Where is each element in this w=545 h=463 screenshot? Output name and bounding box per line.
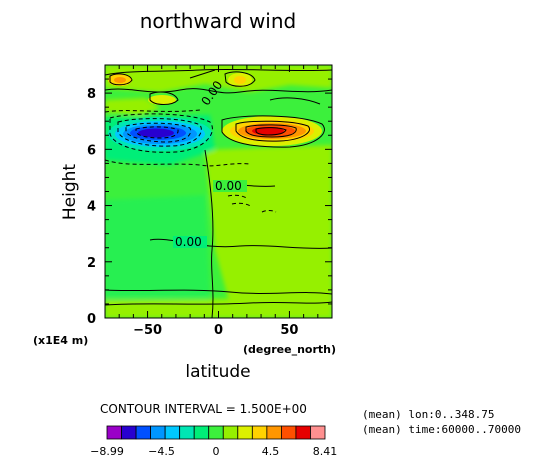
x-tick-label: 50 bbox=[280, 323, 298, 338]
field-region-teal-2 bbox=[105, 195, 210, 300]
contour-interval: CONTOUR INTERVAL = 1.500E+00 bbox=[100, 402, 307, 416]
colorbar-swatch bbox=[251, 425, 268, 440]
colorbar-swatch bbox=[310, 425, 326, 440]
colorbar-swatch bbox=[150, 425, 166, 440]
contour-label-1: 0.00 bbox=[215, 179, 242, 193]
colorbar-tick-label: −8.99 bbox=[90, 445, 124, 458]
colorbar-swatch bbox=[222, 425, 239, 440]
field-spot-top-left-core bbox=[114, 77, 126, 83]
colorbar-tick-label: −4.5 bbox=[148, 445, 175, 458]
colorbar-swatch bbox=[179, 425, 195, 440]
colorbar-swatch bbox=[121, 425, 137, 440]
colorbar-swatch bbox=[135, 425, 151, 440]
colorbar-tick-label: 4.5 bbox=[262, 445, 280, 458]
y-tick-label: 0 bbox=[87, 312, 96, 327]
colorbar-tick-labels: −8.99 −4.5 0 4.5 8.41 bbox=[90, 445, 337, 458]
colorbar-swatch bbox=[208, 425, 224, 440]
field-minimum bbox=[108, 117, 212, 151]
contours-dashed bbox=[105, 109, 277, 213]
x-axis-unit: (degree_north) bbox=[243, 343, 336, 356]
field-spot-upper-left bbox=[148, 95, 176, 105]
y-tick-label: 8 bbox=[87, 87, 96, 102]
colorbar-swatch bbox=[266, 425, 282, 440]
y-axis-label: Height bbox=[60, 164, 80, 221]
plot-area: 0.00 0.00 0.00 bbox=[105, 65, 332, 318]
y-tick-labels: 0 2 4 6 8 bbox=[87, 87, 96, 327]
field-region-light-1 bbox=[105, 65, 332, 92]
colorbar-tick-label: 8.41 bbox=[313, 445, 338, 458]
note-time: (mean) time:60000..70000 bbox=[362, 423, 521, 436]
colorbar bbox=[106, 425, 326, 440]
y-tick-label: 2 bbox=[87, 256, 96, 271]
contours-solid bbox=[105, 68, 332, 318]
x-tick-label: 0 bbox=[214, 323, 223, 338]
contour-label-2: 0.00 bbox=[175, 235, 202, 249]
x-tick-labels: −50 0 50 bbox=[133, 323, 298, 338]
field-region-light-4 bbox=[105, 98, 160, 115]
x-tick-label: −50 bbox=[133, 323, 162, 338]
y-axis-unit: (x1E4 m) bbox=[33, 334, 88, 347]
colorbar-swatch bbox=[193, 425, 210, 440]
y-tick-label: 4 bbox=[87, 200, 96, 215]
axis-ticks bbox=[105, 65, 332, 318]
field-spot-top-mid-core bbox=[234, 76, 246, 84]
colorbar-swatch bbox=[280, 425, 297, 440]
colorbar-swatch bbox=[164, 425, 181, 440]
y-tick-label: 6 bbox=[87, 143, 96, 158]
x-axis-label: latitude bbox=[185, 362, 250, 382]
field-region-light-2 bbox=[205, 145, 332, 305]
colorbar-tick-label: 0 bbox=[213, 445, 220, 458]
colorbar-swatch bbox=[237, 425, 253, 440]
colorbar-swatch bbox=[295, 425, 311, 440]
colorbar-swatch bbox=[106, 425, 122, 440]
note-lon: (mean) lon:0..348.75 bbox=[362, 408, 494, 421]
chart-title: northward wind bbox=[140, 9, 296, 33]
field-region-light-3 bbox=[105, 298, 332, 318]
